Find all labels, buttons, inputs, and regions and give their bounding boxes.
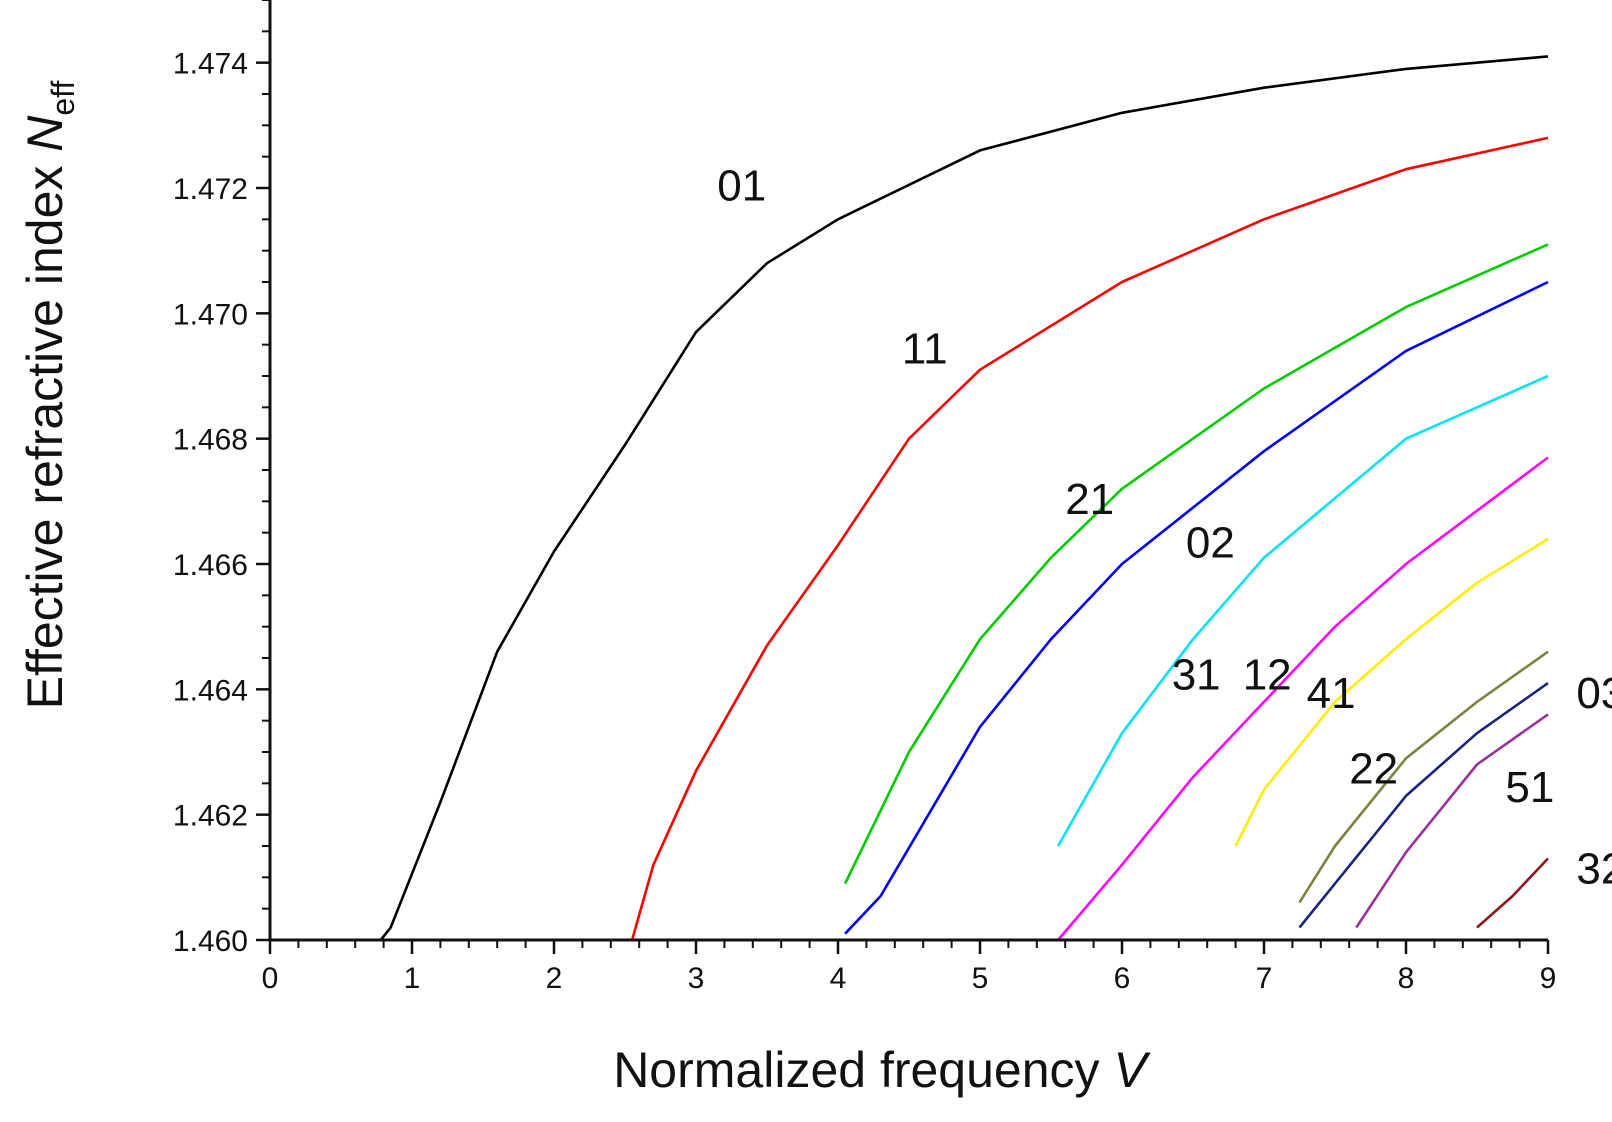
- series-line-11: [630, 136, 1549, 941]
- ticks: 0 1 2 3 4 5 6 7 8 91.4601.4621.4641.4661.4681.470…: [173, 0, 1556, 995]
- curve-label-41: 41: [1307, 669, 1356, 718]
- y-axis-title: Effective refractive index Neff: [17, 81, 81, 710]
- series-line-22: [1298, 650, 1549, 904]
- curve-label-12: 12: [1243, 650, 1292, 699]
- y-tick-label: 1.462: [173, 800, 248, 833]
- curves: [270, 55, 1549, 942]
- x-tick-label: 2: [546, 962, 563, 995]
- x-tick-label: 3: [688, 962, 705, 995]
- y-tick-label: 1.468: [173, 424, 248, 457]
- x-tick-label: 9: [1540, 962, 1557, 995]
- curve-label-22: 22: [1349, 744, 1398, 793]
- curve-label-11: 11: [902, 324, 948, 373]
- series-line-51: [1355, 713, 1549, 929]
- series-line-01: [270, 55, 1549, 942]
- x-tick-label: 6: [1114, 962, 1131, 995]
- x-axis-title: Normalized frequency V: [613, 1042, 1151, 1098]
- curve-label-02: 02: [1186, 519, 1235, 568]
- series-line-12: [1057, 456, 1549, 941]
- series-line-41: [1234, 537, 1549, 847]
- series-line-02: [844, 280, 1549, 935]
- curve-labels: 01 11 21 02 31 12 41 22 03 51 32: [717, 162, 1612, 894]
- curve-label-51: 51: [1505, 763, 1554, 812]
- x-tick-label: 1: [404, 962, 421, 995]
- curve-label-03: 03: [1576, 669, 1612, 718]
- y-tick-label: 1.472: [173, 173, 248, 206]
- series-line-32: [1476, 857, 1549, 929]
- y-tick-label: 1.474: [173, 48, 248, 81]
- curve-label-01: 01: [717, 162, 766, 211]
- series-line-21: [843, 243, 1549, 885]
- y-tick-label: 1.470: [173, 298, 248, 331]
- y-tick-label: 1.464: [173, 674, 248, 707]
- curve-label-32: 32: [1576, 845, 1612, 894]
- curve-label-21: 21: [1065, 475, 1114, 524]
- y-tick-label: 1.466: [173, 549, 248, 582]
- y-tick-label: 1.460: [173, 925, 248, 958]
- series-line-03: [1298, 682, 1549, 929]
- x-tick-label: 5: [972, 962, 989, 995]
- x-tick-label: 4: [830, 962, 847, 995]
- x-tick-label: 7: [1256, 962, 1273, 995]
- curve-label-31: 31: [1172, 650, 1221, 699]
- axes: [268, 0, 1548, 942]
- x-tick-label: 8: [1398, 962, 1415, 995]
- x-tick-label: 0: [262, 962, 279, 995]
- series-line-31: [1056, 374, 1549, 847]
